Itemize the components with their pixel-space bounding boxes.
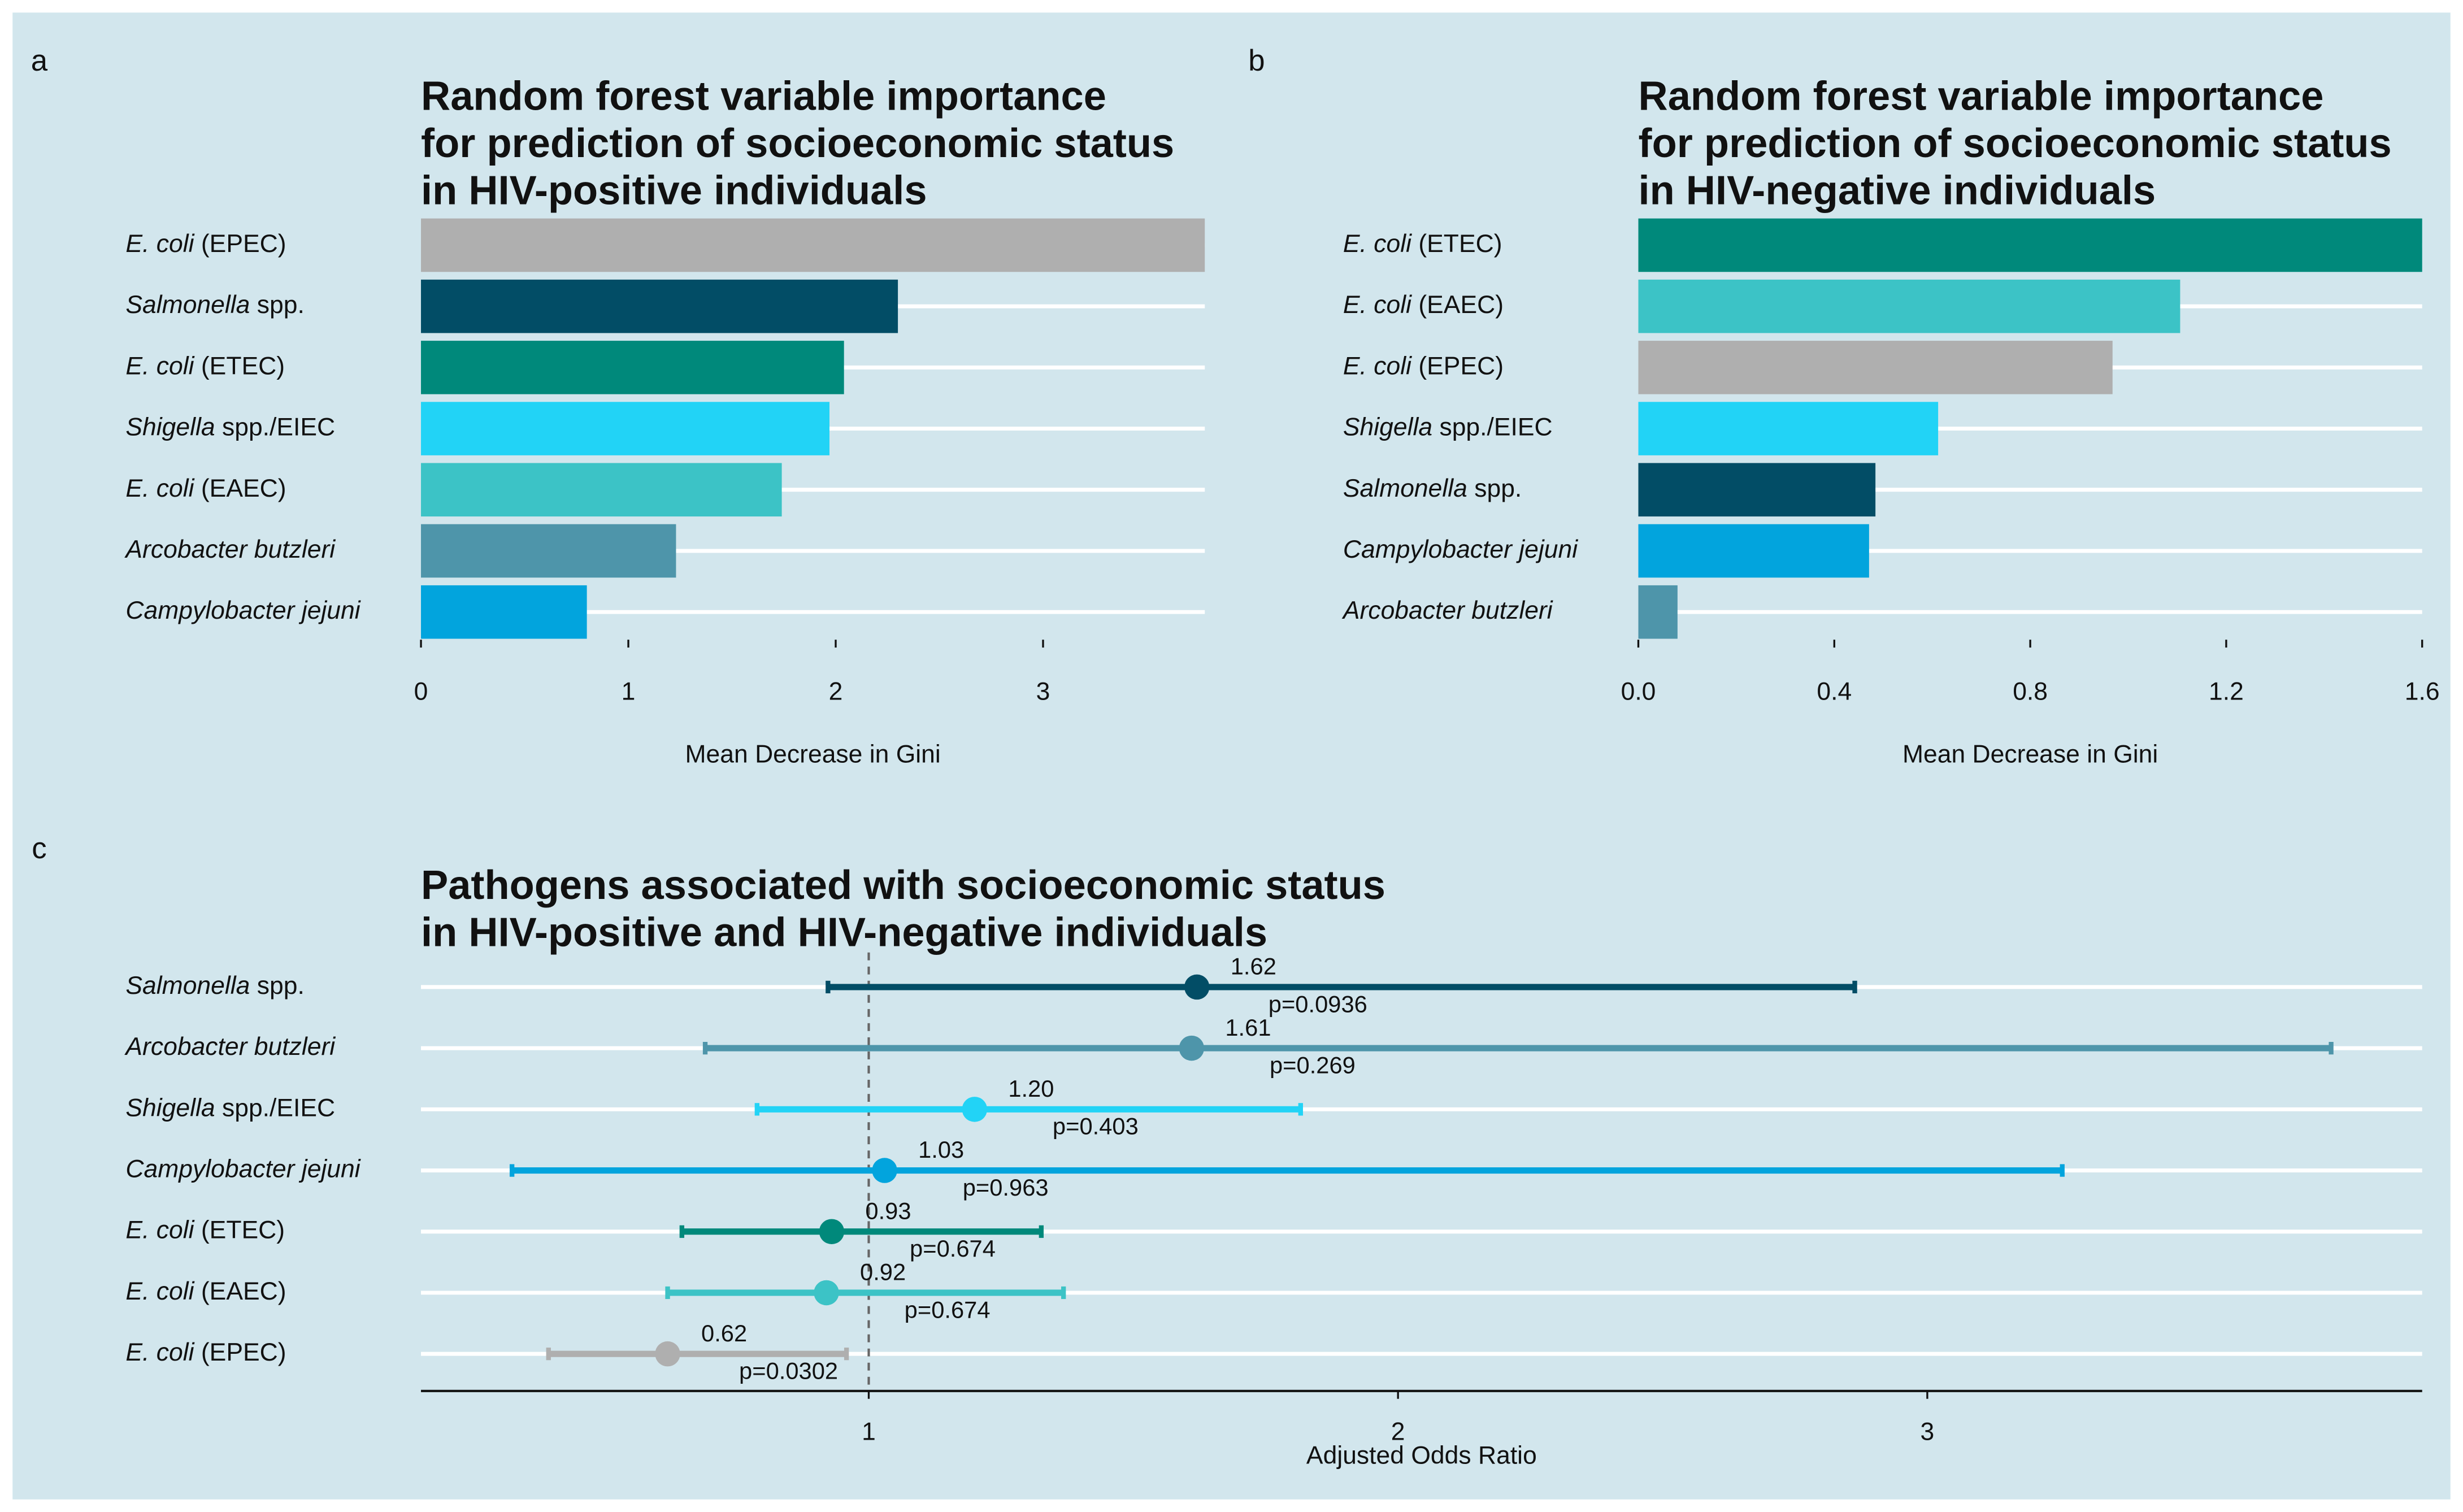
chart-title: in HIV-positive individuals — [421, 168, 927, 214]
chart-title: Pathogens associated with socioeconomic … — [421, 863, 1385, 908]
y-tick-label: Salmonella spp. — [125, 972, 304, 1000]
y-tick-label: Campylobacter jejuni — [1343, 536, 1578, 563]
bar — [421, 279, 898, 333]
bar — [1638, 279, 2180, 333]
x-tick-label: 1.6 — [2405, 677, 2440, 705]
chart-title: Random forest variable importance — [421, 74, 1106, 119]
y-tick-label: Arcobacter butzleri — [124, 1033, 336, 1061]
y-tick-label: E. coli (EPEC) — [125, 1339, 286, 1366]
x-tick-label: 0.0 — [1621, 677, 1656, 705]
x-tick-label: 1 — [622, 677, 636, 705]
p-label: p=0.0302 — [739, 1358, 838, 1384]
point — [1179, 1035, 1205, 1061]
bar — [1638, 463, 1876, 517]
point — [872, 1158, 897, 1183]
chart-title: for prediction of socioeconomic status — [1639, 121, 2392, 166]
p-label: p=0.0936 — [1269, 990, 1367, 1017]
point — [1184, 974, 1210, 1000]
p-label: p=0.674 — [905, 1296, 991, 1323]
x-axis-title: Mean Decrease in Gini — [685, 741, 940, 768]
bar — [1638, 341, 2113, 394]
x-axis-title: Mean Decrease in Gini — [1902, 741, 2158, 768]
chart-title: Random forest variable importance — [1639, 74, 2324, 119]
x-tick-label: 2 — [1391, 1418, 1405, 1446]
chart-title: in HIV-positive and HIV-negative individ… — [421, 910, 1267, 955]
value-label: 1.61 — [1225, 1014, 1271, 1041]
y-tick-label: E. coli (ETEC) — [125, 1216, 285, 1244]
p-label: p=0.403 — [1053, 1113, 1139, 1140]
y-tick-label: Salmonella spp. — [1343, 475, 1522, 502]
point — [655, 1341, 680, 1367]
bar — [421, 463, 782, 517]
y-tick-label: Shigella spp./EIEC — [125, 1094, 335, 1122]
point — [814, 1280, 839, 1306]
value-label: 0.92 — [860, 1259, 906, 1285]
x-tick-label: 3 — [1036, 677, 1050, 705]
bar — [1638, 524, 1869, 578]
y-tick-label: Arcobacter butzleri — [124, 536, 336, 563]
bar — [421, 524, 676, 578]
y-tick-label: E. coli (ETEC) — [1343, 230, 1502, 258]
bar — [421, 585, 587, 639]
panel-label: b — [1248, 44, 1265, 77]
point — [819, 1219, 845, 1244]
point — [962, 1097, 988, 1122]
x-tick-label: 3 — [1921, 1418, 1935, 1446]
x-tick-label: 2 — [829, 677, 843, 705]
x-tick-label: 0.8 — [2013, 677, 2048, 705]
value-label: 0.62 — [701, 1320, 747, 1346]
y-tick-label: Arcobacter butzleri — [1341, 597, 1553, 624]
p-label: p=0.674 — [910, 1235, 996, 1262]
x-tick-label: 0.4 — [1817, 677, 1852, 705]
bar — [1638, 402, 1939, 455]
y-tick-label: Shigella spp./EIEC — [1343, 413, 1553, 441]
y-tick-label: E. coli (EAEC) — [1343, 291, 1504, 319]
x-tick-label: 0 — [414, 677, 428, 705]
bar — [421, 402, 829, 455]
panel-label: c — [32, 832, 46, 865]
p-label: p=0.963 — [963, 1174, 1049, 1201]
y-tick-label: E. coli (EAEC) — [125, 475, 286, 502]
value-label: 0.93 — [865, 1197, 911, 1224]
x-tick-label: 1 — [862, 1418, 876, 1446]
x-tick-label: 1.2 — [2209, 677, 2244, 705]
y-tick-label: Salmonella spp. — [125, 291, 304, 319]
y-tick-label: E. coli (EPEC) — [1343, 352, 1504, 380]
p-label: p=0.269 — [1270, 1052, 1356, 1079]
value-label: 1.03 — [918, 1136, 964, 1163]
x-axis-title: Adjusted Odds Ratio — [1306, 1441, 1537, 1469]
value-label: 1.20 — [1008, 1075, 1054, 1102]
chart-title: for prediction of socioeconomic status — [421, 121, 1174, 166]
value-label: 1.62 — [1231, 953, 1276, 980]
y-tick-label: Shigella spp./EIEC — [125, 413, 335, 441]
chart-title: in HIV-negative individuals — [1639, 168, 2156, 214]
y-tick-label: Campylobacter jejuni — [125, 1155, 360, 1183]
bar — [421, 218, 1205, 272]
y-tick-label: Campylobacter jejuni — [125, 597, 360, 624]
y-tick-label: E. coli (EPEC) — [125, 230, 286, 258]
bar — [1638, 585, 1678, 639]
y-tick-label: E. coli (ETEC) — [125, 352, 285, 380]
bar — [421, 341, 844, 394]
y-tick-label: E. coli (EAEC) — [125, 1278, 286, 1305]
bar — [1638, 218, 2422, 272]
panel-label: a — [31, 44, 48, 77]
